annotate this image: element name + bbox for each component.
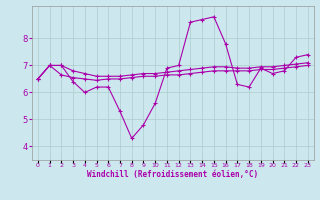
X-axis label: Windchill (Refroidissement éolien,°C): Windchill (Refroidissement éolien,°C) [87, 170, 258, 179]
